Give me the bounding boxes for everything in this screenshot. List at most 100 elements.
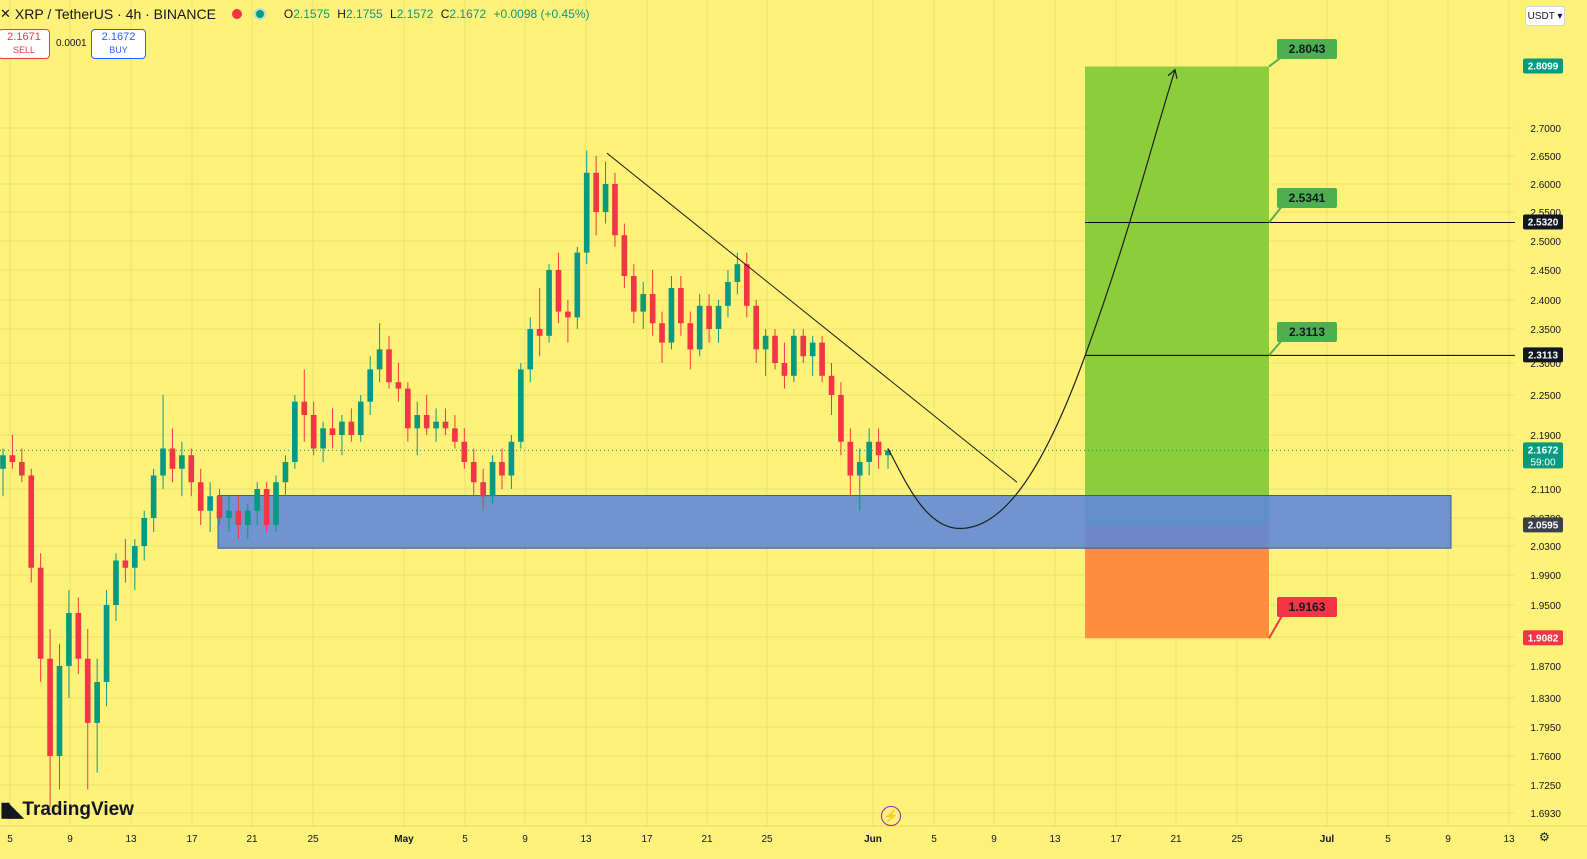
candle-body <box>179 455 185 469</box>
last-price-marker <box>1523 442 1563 469</box>
y-tick-label: 2.7000 <box>1530 124 1561 135</box>
y-tick-label: 1.8700 <box>1530 662 1561 673</box>
y-tick-label: 2.0300 <box>1530 542 1561 553</box>
price-marker-label: 2.8099 <box>1528 61 1559 72</box>
x-tick-label: 21 <box>1170 834 1182 845</box>
symbol-header: ✕ XRP / TetherUS · 4h · BINANCE O2.1575 … <box>0 4 590 24</box>
price-marker-label: 1.9082 <box>1528 633 1559 644</box>
candle-body <box>348 421 355 435</box>
candle-body <box>292 401 298 462</box>
lightning-icon[interactable]: ⚡ <box>881 806 901 826</box>
symbol-title[interactable]: XRP / TetherUS · 4h · BINANCE <box>14 6 216 22</box>
candle-body <box>0 455 6 469</box>
symbol-logo-icon: ✕ <box>0 6 11 21</box>
candle-body <box>320 428 326 449</box>
candle-body <box>235 510 242 525</box>
price-marker <box>1523 347 1563 363</box>
candle-body <box>612 184 618 236</box>
candle-body <box>28 475 35 568</box>
candle-body <box>329 428 336 435</box>
projection-curve <box>887 69 1176 530</box>
data-status-icon[interactable] <box>253 8 266 20</box>
price-axis-bg <box>1515 0 1587 826</box>
y-tick-label: 2.2500 <box>1530 391 1561 402</box>
candle-body <box>734 264 741 282</box>
buy-label: BUY <box>109 45 128 55</box>
candle-body <box>809 342 816 357</box>
candle-body <box>593 172 599 212</box>
y-tick-label: 2.3000 <box>1530 359 1561 370</box>
candle-body <box>536 329 543 336</box>
candle-body <box>414 415 421 429</box>
candle-body <box>565 311 571 318</box>
candle-body <box>19 462 25 476</box>
candle-body <box>282 462 289 483</box>
y-tick-label: 1.6930 <box>1530 809 1561 820</box>
candle-body <box>828 375 835 395</box>
candle-body <box>819 342 825 376</box>
tradingview-logo[interactable]: ▮◣ TradingView <box>0 797 134 822</box>
callout-box <box>1277 188 1337 208</box>
currency-selector[interactable]: USDT ▾ <box>1525 6 1565 26</box>
candle-body <box>301 401 308 415</box>
x-tick-label: 5 <box>931 834 937 845</box>
x-tick-label: 25 <box>1231 834 1243 845</box>
candle-body <box>216 496 223 518</box>
sell-button[interactable]: 2.1671 SELL <box>0 29 50 59</box>
projection-arrowhead <box>1167 68 1178 79</box>
y-tick-label: 1.9900 <box>1530 571 1561 582</box>
countdown-label: 59:00 <box>1530 457 1555 468</box>
candle-body <box>470 462 477 483</box>
x-tick-label: 13 <box>1503 834 1515 845</box>
x-tick-label: 9 <box>991 834 997 845</box>
candle-body <box>339 421 345 435</box>
x-tick-label: 5 <box>1385 834 1391 845</box>
settings-icon[interactable]: ⚙ <box>1539 830 1550 844</box>
candle-body <box>423 415 430 429</box>
callout-label: 1.9163 <box>1289 600 1326 614</box>
x-tick-label: 25 <box>761 834 773 845</box>
candle-body <box>640 294 647 312</box>
candle-body <box>517 369 524 442</box>
y-tick-label: 2.5500 <box>1530 208 1561 219</box>
x-tick-label: 5 <box>7 834 13 845</box>
candle-body <box>649 294 656 324</box>
callout-label: 2.8043 <box>1289 42 1326 56</box>
candle-body <box>75 613 82 659</box>
candle-body <box>357 401 364 435</box>
y-tick-label: 1.7250 <box>1530 781 1561 792</box>
candle-body <box>772 335 778 363</box>
tradingview-logo-icon: ▮◣ <box>0 799 23 821</box>
y-tick-label: 2.1900 <box>1530 431 1561 442</box>
x-tick-label: 17 <box>1110 834 1122 845</box>
candle-body <box>207 496 213 511</box>
time-axis-bg <box>0 826 1587 859</box>
buy-button[interactable]: 2.1672 BUY <box>91 29 146 59</box>
tradingview-logo-text: TradingView <box>22 798 134 820</box>
y-tick-label: 2.5000 <box>1530 237 1561 248</box>
price-marker <box>1523 630 1563 646</box>
sell-price: 2.1671 <box>7 31 41 43</box>
price-axis[interactable]: 2.7000 2.6500 2.6000 2.5500 2.5000 2.4500 2.40… <box>1515 0 1587 826</box>
price-callouts: 2.8043 2.5341 2.3113 1.9163 <box>1268 39 1337 639</box>
candle-body <box>696 305 703 350</box>
chart-drawings <box>606 68 1178 530</box>
buy-price: 2.1672 <box>101 31 136 43</box>
candle-body <box>838 395 844 442</box>
candle-body <box>602 184 609 212</box>
candle-body <box>433 421 439 429</box>
candle-body <box>621 235 628 276</box>
candle-body <box>743 264 750 306</box>
low-value: 2.1572 <box>396 7 434 21</box>
callout-box <box>1277 597 1337 617</box>
candle-body <box>376 349 383 370</box>
y-tick-label: 1.7950 <box>1530 723 1561 734</box>
candle-body <box>753 305 760 350</box>
candle-body <box>141 518 148 546</box>
ohlc-readout: O2.1575 H2.1755 L2.1572 C2.1672 +0.0098 … <box>283 7 590 21</box>
y-tick-label: 2.6000 <box>1530 180 1561 191</box>
candle-body <box>847 441 854 476</box>
market-status-icon[interactable] <box>231 9 242 19</box>
time-axis[interactable]: 5 9 13 17 21 25 May 5 9 13 17 21 25 Jun 5 9 13 17 21 25 Jul 5… <box>0 825 1587 859</box>
